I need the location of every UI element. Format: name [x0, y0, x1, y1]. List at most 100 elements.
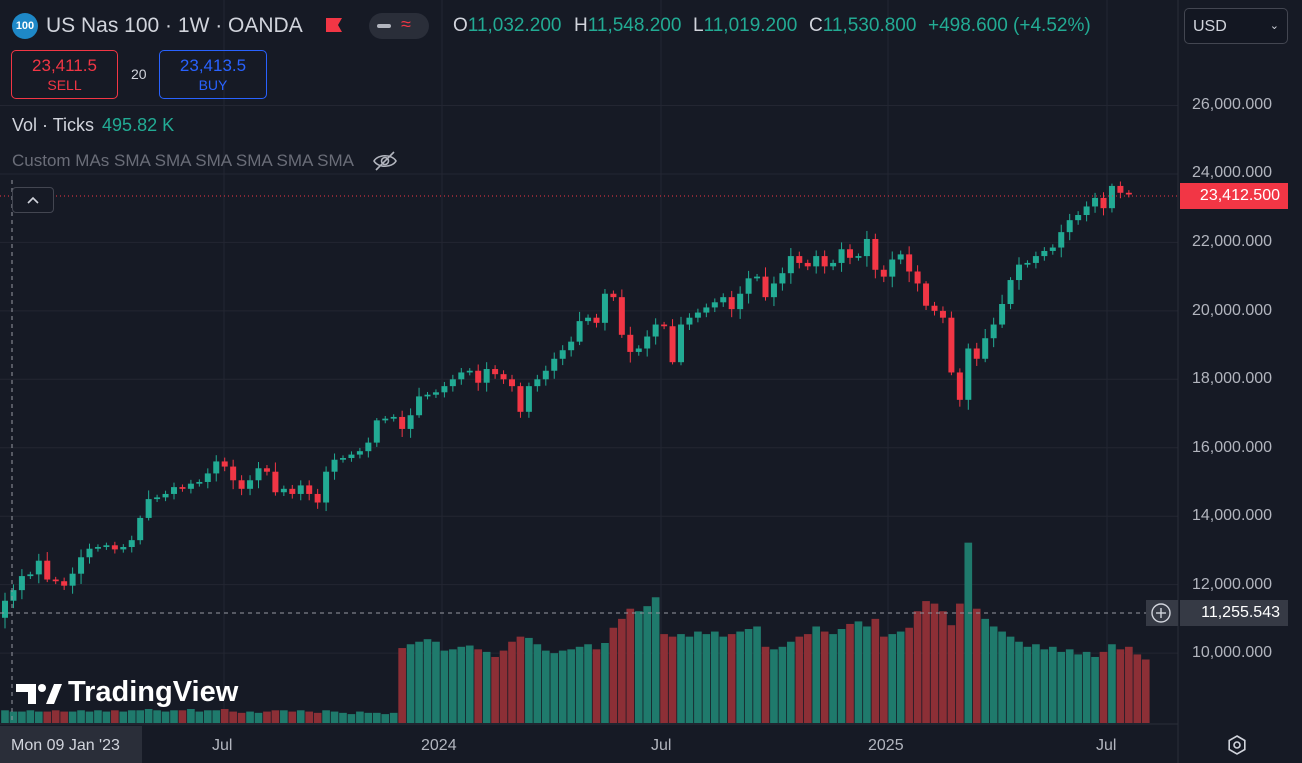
volume-bar	[846, 623, 854, 723]
candle	[568, 336, 575, 357]
candle-body	[1032, 256, 1039, 263]
volume-bar	[525, 637, 533, 723]
price-axis-label: 12,000.000	[1192, 576, 1273, 593]
minus-icon[interactable]	[377, 24, 391, 28]
candle-body	[999, 304, 1006, 325]
currency-value: USD	[1193, 18, 1227, 35]
candle-body	[762, 276, 769, 298]
volume-bar	[1006, 636, 1015, 723]
candle	[187, 479, 194, 494]
volume-bar	[508, 641, 516, 723]
candle	[635, 345, 642, 356]
candle	[652, 318, 659, 345]
candle-body	[678, 324, 684, 363]
candle	[424, 392, 431, 400]
currency-select[interactable]: USD ⌄	[1184, 8, 1288, 44]
candle	[914, 265, 921, 292]
volume-bar	[85, 711, 94, 723]
candle-body	[982, 338, 989, 359]
volume-bar	[60, 711, 68, 723]
symbol-logo[interactable]: 100	[12, 13, 38, 39]
volume-label: Vol · Ticks	[12, 115, 95, 135]
candle-body	[323, 471, 330, 503]
volume-bar	[685, 636, 694, 723]
candle	[779, 267, 786, 291]
wave-icon[interactable]: ≈	[401, 14, 411, 34]
candle-body	[78, 557, 85, 574]
candle	[247, 475, 254, 496]
candle	[1016, 257, 1022, 290]
collapse-legend-button[interactable]	[12, 187, 54, 213]
buy-button[interactable]: 23,413.5 BUY	[159, 50, 267, 99]
tradingview-logo[interactable]: TradingView	[14, 676, 238, 709]
volume-bar	[330, 711, 339, 723]
volume-bar	[161, 711, 170, 723]
candle-body	[179, 487, 186, 489]
volume-bar	[634, 611, 643, 723]
candle-body	[289, 488, 296, 494]
volume-bar	[68, 711, 77, 723]
volume-bar	[710, 631, 719, 723]
candle	[686, 313, 693, 331]
candle	[416, 387, 423, 418]
volume-bar	[1057, 651, 1066, 723]
candle-body	[542, 370, 549, 380]
candle-body	[35, 560, 42, 575]
candle	[754, 273, 761, 282]
ma-legend[interactable]: Custom MAs SMA SMA SMA SMA SMA SMA	[12, 151, 354, 170]
candle-body	[280, 488, 287, 493]
candle	[1032, 251, 1039, 269]
volume-bar	[694, 631, 702, 723]
volume-bar	[296, 710, 305, 723]
volume-bar	[474, 649, 483, 723]
candle	[18, 569, 25, 600]
candle-body	[906, 254, 913, 272]
candle-body	[44, 560, 51, 580]
candle-body	[196, 481, 203, 484]
symbol-title[interactable]: US Nas 100 · 1W · OANDA	[46, 14, 303, 37]
candle	[559, 345, 566, 366]
volume-bar	[1065, 649, 1074, 723]
add-alert-button[interactable]	[1146, 600, 1178, 626]
gear-icon[interactable]	[1226, 734, 1248, 756]
volume-bar	[440, 650, 449, 723]
candle-body	[517, 386, 524, 412]
candle	[171, 482, 177, 500]
volume-bar	[26, 710, 35, 723]
candle-body	[373, 420, 380, 443]
candle	[120, 544, 127, 553]
volume-bar	[1108, 644, 1116, 723]
candle	[694, 308, 701, 323]
time-axis-label: 2024	[421, 737, 457, 754]
candle-body	[1041, 250, 1048, 257]
candle	[728, 290, 735, 318]
candle-body	[255, 468, 262, 481]
volume-bar	[727, 634, 736, 723]
volume-bar	[1099, 651, 1108, 723]
candle	[297, 480, 304, 501]
eye-off-icon[interactable]	[372, 150, 398, 172]
candle	[78, 549, 85, 584]
volume-legend[interactable]: Vol · Ticks 495.82 K	[12, 115, 174, 136]
candle	[407, 408, 414, 438]
indicator-toggle-pill[interactable]: ≈	[369, 13, 429, 39]
time-axis-label: Jul	[1096, 737, 1117, 754]
candle-body	[137, 517, 144, 541]
volume-bar	[305, 711, 314, 723]
sell-button[interactable]: 23,411.5 SELL	[11, 50, 118, 99]
volume-bar	[43, 711, 52, 723]
candle	[340, 455, 346, 463]
volume-bar	[719, 636, 728, 723]
volume-bar	[972, 608, 981, 723]
flag-icon[interactable]	[325, 17, 343, 33]
candle	[399, 410, 406, 437]
candle-body	[770, 283, 777, 298]
candle	[432, 389, 439, 398]
candle	[382, 416, 389, 424]
candle-body	[314, 493, 321, 503]
ohlc-high: H11,548.200	[574, 15, 682, 36]
candle	[230, 459, 237, 490]
candle	[314, 488, 321, 509]
candle-body	[213, 461, 220, 474]
